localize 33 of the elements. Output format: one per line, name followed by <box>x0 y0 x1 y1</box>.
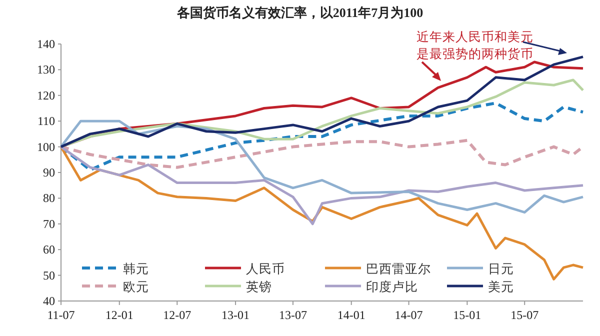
x-tick-label: 15-07 <box>510 308 539 322</box>
x-tick-label: 14-07 <box>394 308 423 322</box>
y-tick-label: 60 <box>43 242 55 257</box>
x-tick-label: 15-01 <box>453 308 482 322</box>
line-series <box>60 120 584 214</box>
y-tick-label: 70 <box>43 216 55 231</box>
x-tick-label: 13-07 <box>278 308 307 322</box>
legend-label: 巴西雷亚尔 <box>366 262 431 276</box>
y-tick-label: 140 <box>37 37 55 51</box>
x-tick-label: 13-01 <box>222 308 250 322</box>
legend-label: 英镑 <box>246 280 272 294</box>
y-tick-label: 80 <box>43 191 55 206</box>
y-tick-label: 130 <box>37 62 55 77</box>
legend-label: 印度卢比 <box>366 279 418 294</box>
y-tick-label: 120 <box>37 88 55 102</box>
y-tick-label: 50 <box>43 268 55 282</box>
legend-label: 日元 <box>488 262 514 276</box>
annotation: 近年来人民币和美元是最强势的两种货币 <box>416 29 534 61</box>
line-series <box>60 146 584 226</box>
y-tick-label: 110 <box>37 114 55 128</box>
y-tick-label: 90 <box>43 166 55 180</box>
legend-label: 欧元 <box>123 280 149 294</box>
x-tick-label: 11-07 <box>47 308 75 322</box>
y-tick-label: 100 <box>37 140 55 154</box>
x-tick-label: 12-07 <box>163 308 192 322</box>
x-tick-label: 14-01 <box>337 308 366 322</box>
x-tick-label: 12-01 <box>105 308 134 322</box>
y-tick-label: 40 <box>43 294 55 308</box>
chart-title: 各国货币名义有效汇率，以2011年7月为100 <box>176 5 424 20</box>
line-series <box>60 146 584 280</box>
legend-label: 美元 <box>488 279 514 294</box>
legend-label: 人民币 <box>246 262 285 276</box>
legend-label: 韩元 <box>123 262 149 276</box>
